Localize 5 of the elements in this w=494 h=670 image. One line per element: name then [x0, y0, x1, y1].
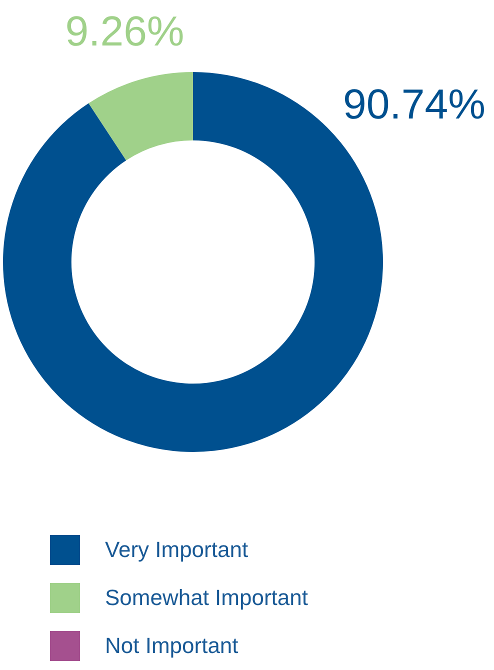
data-label: 9.26% [65, 8, 184, 55]
legend-label: Somewhat Important [105, 585, 308, 611]
legend-label: Very Important [105, 537, 248, 563]
legend-label: Not Important [105, 633, 238, 659]
data-label: 90.74% [342, 80, 486, 128]
